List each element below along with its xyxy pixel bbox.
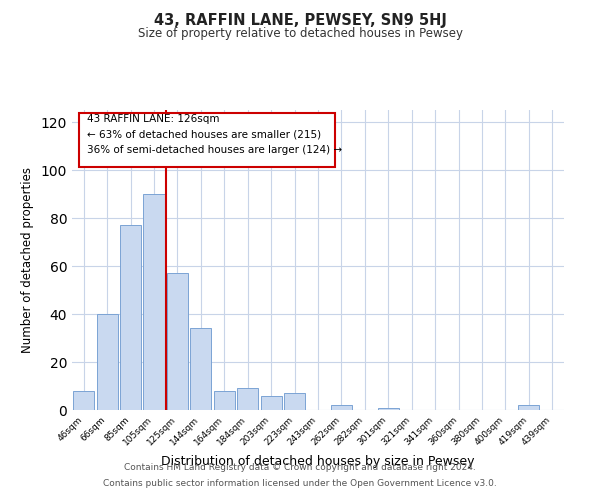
Bar — [260, 396, 281, 410]
Bar — [214, 391, 235, 410]
Bar — [284, 393, 305, 410]
Y-axis label: Number of detached properties: Number of detached properties — [21, 167, 34, 353]
Text: 43 RAFFIN LANE: 126sqm
← 63% of detached houses are smaller (215)
36% of semi-de: 43 RAFFIN LANE: 126sqm ← 63% of detached… — [87, 114, 342, 155]
Bar — [190, 328, 211, 410]
Bar — [143, 194, 164, 410]
Bar — [237, 388, 258, 410]
Text: Contains HM Land Registry data © Crown copyright and database right 2024.: Contains HM Land Registry data © Crown c… — [124, 464, 476, 472]
Bar — [331, 405, 352, 410]
Bar — [378, 408, 399, 410]
FancyBboxPatch shape — [79, 113, 335, 167]
X-axis label: Distribution of detached houses by size in Pewsey: Distribution of detached houses by size … — [161, 456, 475, 468]
Bar — [167, 273, 188, 410]
Bar — [120, 225, 141, 410]
Text: Size of property relative to detached houses in Pewsey: Size of property relative to detached ho… — [137, 28, 463, 40]
Bar — [97, 314, 118, 410]
Text: Contains public sector information licensed under the Open Government Licence v3: Contains public sector information licen… — [103, 478, 497, 488]
Bar — [518, 405, 539, 410]
Text: 43, RAFFIN LANE, PEWSEY, SN9 5HJ: 43, RAFFIN LANE, PEWSEY, SN9 5HJ — [154, 12, 446, 28]
Bar — [73, 391, 94, 410]
